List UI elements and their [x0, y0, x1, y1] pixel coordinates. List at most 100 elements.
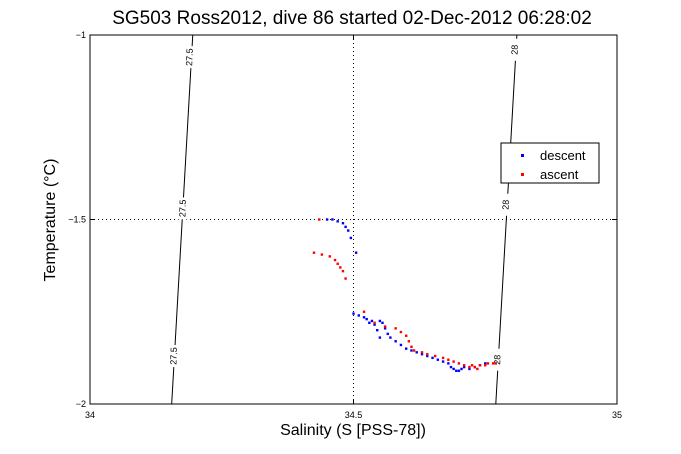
descent-point — [381, 321, 384, 325]
ascent-point — [318, 218, 321, 221]
contour-label-bg — [492, 348, 503, 371]
contour-label-bg — [178, 197, 189, 220]
x-tick-label: 35 — [612, 410, 622, 420]
ascent-point — [410, 345, 413, 349]
contour-label-bg — [185, 46, 196, 69]
ascent-point — [491, 362, 495, 365]
descent-point — [449, 365, 453, 369]
ascent-point — [320, 253, 324, 256]
ascent-point — [399, 330, 403, 334]
descent-point — [331, 218, 334, 221]
legend-label-descent: descent — [540, 148, 586, 163]
descent-point — [354, 251, 358, 254]
descent-point — [383, 327, 387, 330]
ascent-point — [373, 321, 376, 325]
ascent-point — [426, 352, 429, 356]
ascent-point — [394, 327, 397, 330]
contour-label: 28 — [492, 355, 502, 365]
descent-point — [484, 362, 487, 365]
ascent-point — [412, 349, 416, 352]
descent-point — [370, 319, 374, 323]
descent-point — [399, 343, 403, 347]
y-axis-label: Temperature (°C) — [42, 159, 59, 282]
ascent-point — [341, 269, 345, 273]
descent-point — [447, 362, 450, 365]
ascent-point — [383, 325, 387, 328]
contour-label-bg — [501, 193, 512, 216]
descent-point — [441, 360, 445, 363]
x-tick-label: 34 — [85, 410, 95, 420]
descent-point — [457, 369, 461, 372]
chart-title: SG503 Ross2012, dive 86 started 02-Dec-2… — [112, 8, 592, 29]
descent-point — [394, 340, 397, 343]
ascent-point — [457, 362, 461, 365]
descent-point — [455, 369, 458, 372]
contour-label: 27.5 — [168, 347, 179, 365]
descent-point — [452, 367, 455, 371]
ascent-point — [484, 364, 487, 367]
descent-point — [436, 358, 440, 361]
y-tick-label: −1 — [76, 30, 86, 40]
ascent-point — [452, 360, 455, 363]
y-tick-label: −2 — [76, 399, 86, 409]
contour-label-bg — [510, 38, 521, 61]
descent-point — [405, 347, 408, 350]
descent-point — [389, 336, 392, 339]
descent-point — [460, 367, 463, 371]
ascent-point — [473, 365, 476, 369]
descent-point — [365, 317, 368, 321]
descent-point — [325, 218, 329, 221]
ascent-point — [336, 262, 339, 265]
descent-point — [344, 225, 347, 229]
descent-point — [373, 323, 376, 326]
descent-point — [468, 367, 471, 371]
x-tick-label: 34.5 — [345, 410, 363, 420]
descent-point — [362, 316, 366, 319]
descent-point — [357, 314, 360, 317]
ascent-point — [478, 364, 482, 367]
y-tick-label: −1.5 — [68, 215, 86, 225]
descent-point — [349, 236, 353, 240]
ascent-point — [312, 251, 316, 254]
ascent-point — [344, 277, 347, 280]
ascent-point — [441, 356, 445, 360]
ascent-point — [420, 351, 424, 354]
descent-point — [341, 221, 345, 225]
ascent-point — [470, 364, 474, 367]
ascent-point — [328, 255, 331, 258]
descent-point — [462, 365, 466, 369]
legend-label-ascent: ascent — [540, 167, 579, 182]
ascent-point — [405, 334, 408, 337]
ascent-point — [494, 362, 497, 365]
density-contour-28 — [495, 34, 518, 405]
legend-marker-ascent — [521, 173, 524, 176]
ascent-point — [333, 258, 337, 262]
ascent-point — [447, 358, 450, 361]
contour-label-bg — [169, 345, 180, 368]
descent-point — [352, 312, 355, 315]
ascent-point — [433, 354, 437, 358]
descent-point — [347, 229, 350, 232]
contour-label: 28 — [509, 45, 519, 55]
contour-label: 27.5 — [177, 199, 188, 217]
descent-point — [415, 351, 418, 354]
descent-point — [376, 329, 379, 332]
contour-label: 28 — [501, 200, 511, 210]
legend-box — [500, 142, 600, 184]
descent-point — [426, 354, 429, 358]
legend-marker-descent — [521, 154, 524, 157]
descent-point — [336, 220, 339, 223]
density-contour-27.5 — [171, 34, 194, 405]
ascent-point — [476, 367, 479, 371]
descent-point — [378, 319, 382, 323]
descent-point — [386, 332, 389, 336]
descent-point — [420, 352, 424, 356]
ascent-point — [462, 364, 466, 367]
descent-point — [368, 321, 371, 325]
descent-point — [431, 356, 434, 360]
ascent-point — [468, 365, 471, 369]
descent-point — [378, 336, 382, 339]
contour-label: 27.5 — [184, 48, 195, 66]
ascent-point — [362, 310, 366, 313]
